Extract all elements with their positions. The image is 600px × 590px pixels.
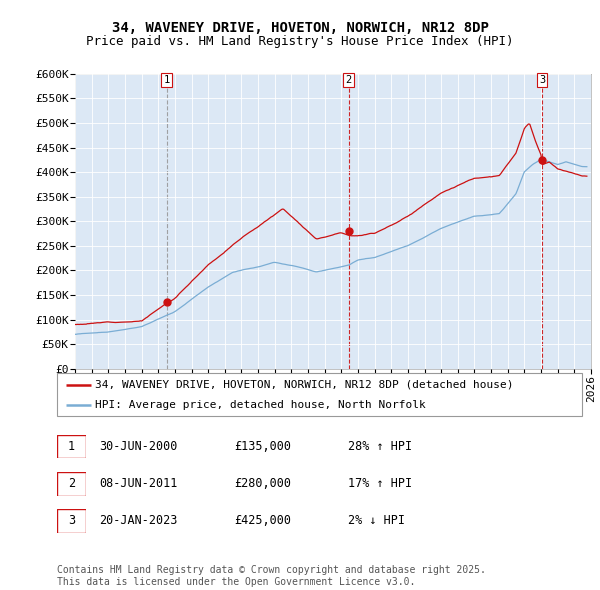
Text: 17% ↑ HPI: 17% ↑ HPI — [348, 477, 412, 490]
Text: Contains HM Land Registry data © Crown copyright and database right 2025.
This d: Contains HM Land Registry data © Crown c… — [57, 565, 486, 587]
Text: 30-JUN-2000: 30-JUN-2000 — [99, 440, 178, 453]
Text: 2% ↓ HPI: 2% ↓ HPI — [348, 514, 405, 527]
Text: 2: 2 — [68, 477, 75, 490]
Text: 2: 2 — [346, 76, 352, 85]
Text: 28% ↑ HPI: 28% ↑ HPI — [348, 440, 412, 453]
Text: HPI: Average price, detached house, North Norfolk: HPI: Average price, detached house, Nort… — [95, 401, 426, 410]
Text: 3: 3 — [539, 76, 545, 85]
Text: 08-JUN-2011: 08-JUN-2011 — [99, 477, 178, 490]
Text: £135,000: £135,000 — [234, 440, 291, 453]
Text: 34, WAVENEY DRIVE, HOVETON, NORWICH, NR12 8DP: 34, WAVENEY DRIVE, HOVETON, NORWICH, NR1… — [112, 21, 488, 35]
Text: 1: 1 — [163, 76, 170, 85]
Text: Price paid vs. HM Land Registry's House Price Index (HPI): Price paid vs. HM Land Registry's House … — [86, 35, 514, 48]
Text: 34, WAVENEY DRIVE, HOVETON, NORWICH, NR12 8DP (detached house): 34, WAVENEY DRIVE, HOVETON, NORWICH, NR1… — [95, 380, 514, 390]
Text: £425,000: £425,000 — [234, 514, 291, 527]
Text: £280,000: £280,000 — [234, 477, 291, 490]
Text: 1: 1 — [68, 440, 75, 453]
Text: 3: 3 — [68, 514, 75, 527]
Text: 20-JAN-2023: 20-JAN-2023 — [99, 514, 178, 527]
